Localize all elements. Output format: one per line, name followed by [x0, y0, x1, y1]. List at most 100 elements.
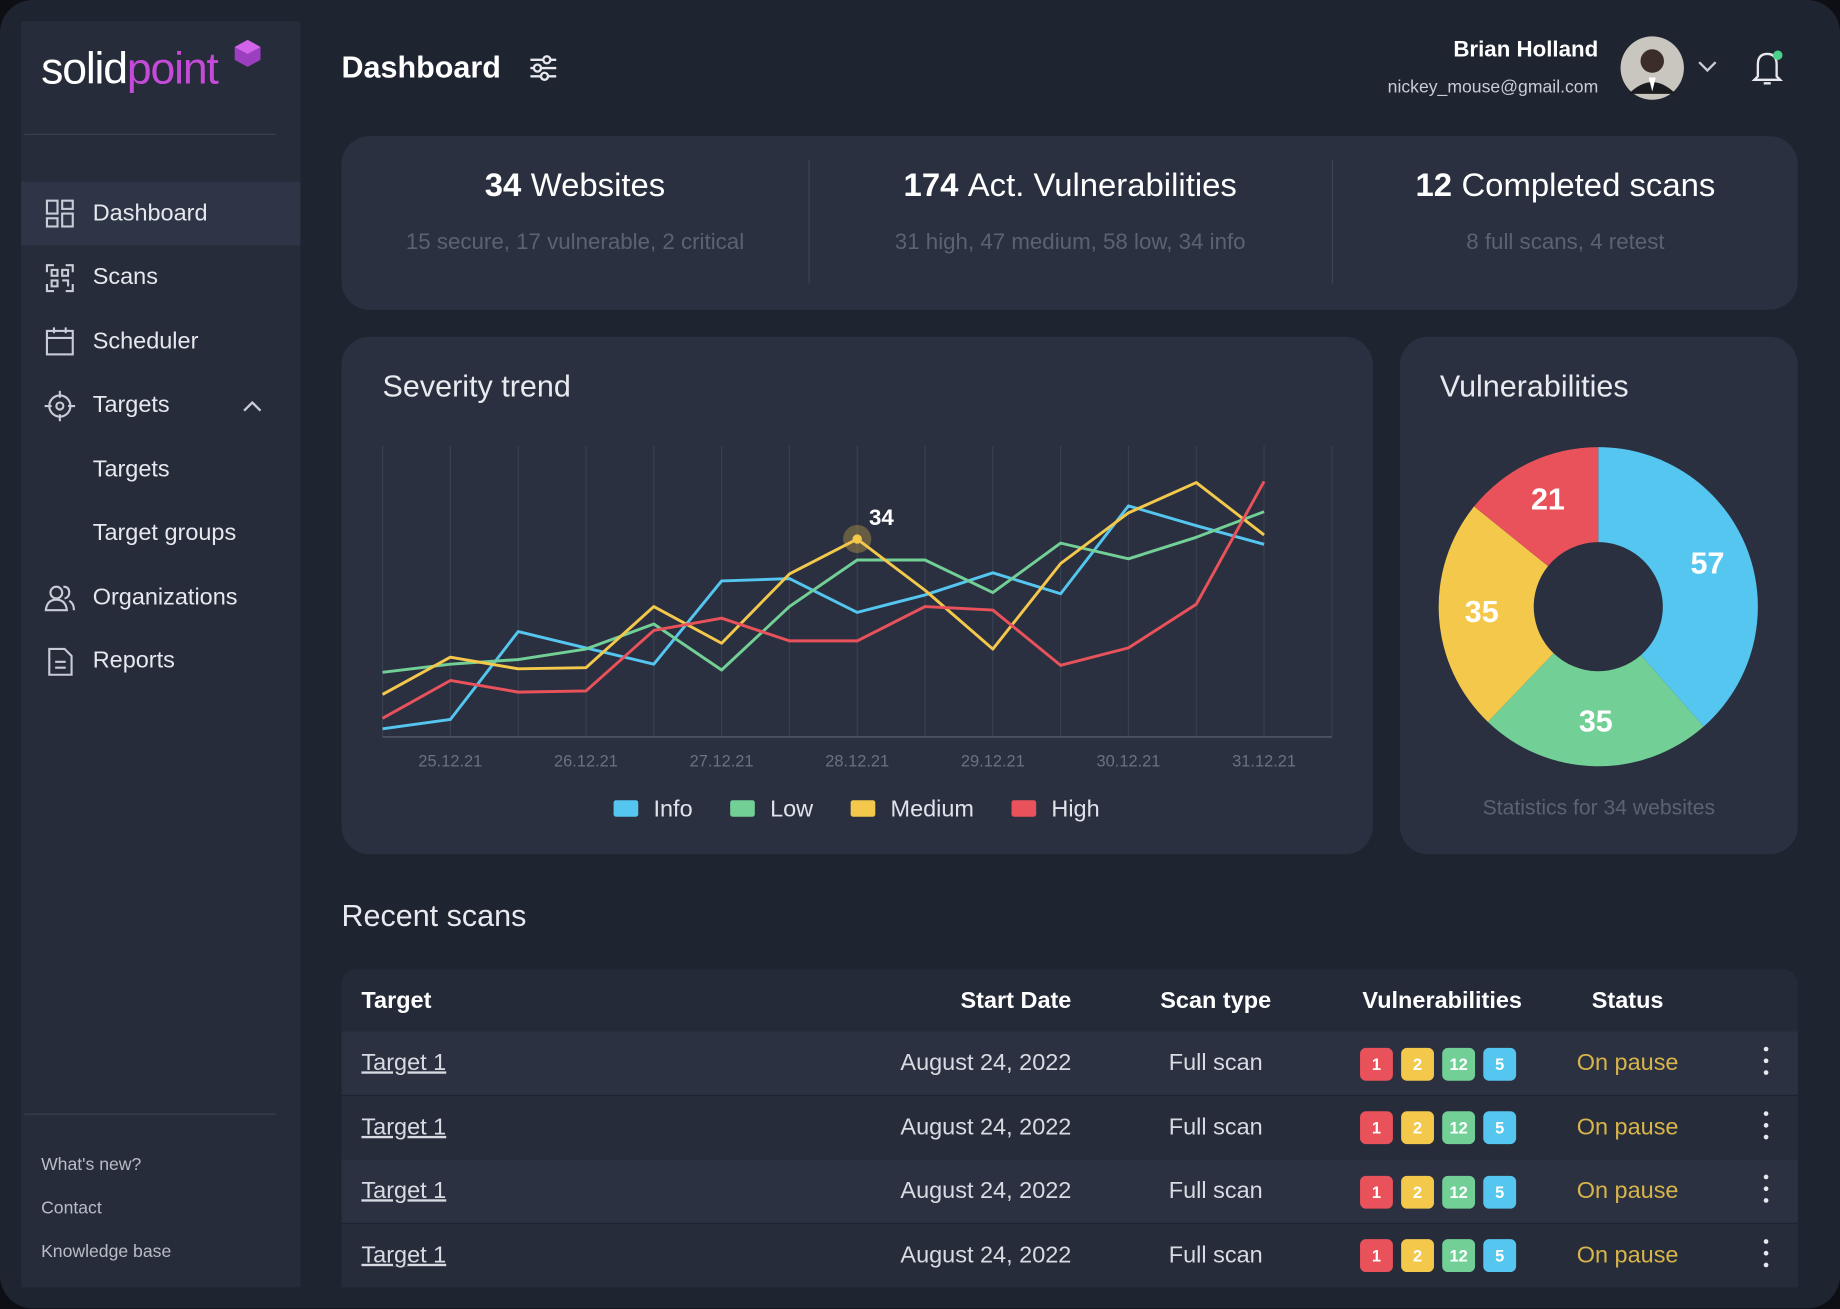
stats-card: [341, 136, 1798, 310]
legend-label: High: [1051, 796, 1099, 822]
badge: 5: [1483, 1111, 1517, 1145]
legend: Info Low Medium High: [613, 796, 1100, 822]
pie-slice: [1438, 506, 1554, 722]
nav-subitem[interactable]: Targets: [21, 438, 300, 501]
badge: 12: [1442, 1111, 1476, 1145]
status: On pause: [1576, 1050, 1679, 1077]
target-link[interactable]: Target 1: [361, 1114, 447, 1141]
line-series: [382, 510, 1265, 674]
nav-label: Dashboard: [92, 200, 208, 226]
table-header: Target Start Date Scan type Vulnerabilities…: [341, 969, 1798, 1033]
row-menu[interactable]: [1761, 1046, 1770, 1080]
legend-swatch: [1011, 800, 1037, 817]
dot: [1763, 1262, 1769, 1267]
logo-part: point: [126, 44, 219, 94]
stat: 34 Websites 15 secure, 17 vulnerable, 2 cr…: [340, 167, 809, 256]
column-header: Scan type: [1160, 988, 1272, 1014]
start-date: August 24, 2022: [900, 1050, 1072, 1077]
target-link[interactable]: Target 1: [361, 1178, 447, 1204]
chevron-down[interactable]: [1697, 59, 1718, 75]
row-menu[interactable]: [1761, 1238, 1770, 1272]
divider: [1331, 159, 1334, 284]
x-tick-label: 27.12.21: [690, 752, 754, 770]
divider: [24, 133, 276, 135]
badge: 5: [1483, 1175, 1517, 1209]
page-title: Dashboard: [341, 49, 501, 85]
nav-label: Targets: [92, 391, 170, 418]
legend-label: Low: [770, 796, 813, 822]
nav-label: Reports: [92, 647, 175, 674]
dot: [1763, 1250, 1769, 1256]
badge: 12: [1442, 1175, 1476, 1209]
pie-slice: [1598, 447, 1758, 727]
row-menu[interactable]: [1761, 1110, 1770, 1144]
footer-link[interactable]: Contact: [41, 1198, 102, 1219]
footer-link[interactable]: What's new?: [41, 1154, 142, 1175]
stat-detail: 31 high, 47 medium, 58 low, 34 info: [894, 230, 1246, 255]
legend-label: Info: [653, 796, 692, 822]
badge: 1: [1360, 1047, 1393, 1081]
slice-label: 35: [1465, 595, 1499, 629]
row-menu[interactable]: [1761, 1174, 1770, 1208]
x-tick-label: 31.12.21: [1232, 752, 1296, 770]
logo[interactable]: solidpoint: [41, 44, 219, 95]
chart-title: Vulnerabilities: [1439, 368, 1629, 404]
user-email: nickey_mouse@gmail.com: [1387, 77, 1599, 98]
chart-title: Severity trend: [382, 368, 571, 404]
nav-label: Target groups: [92, 519, 237, 546]
nav-label: Scheduler: [92, 327, 199, 354]
section-title: Recent scans: [341, 897, 527, 933]
nav-item[interactable]: Reports: [21, 630, 300, 693]
nav-label: Targets: [92, 455, 170, 482]
filter-icon[interactable]: [528, 54, 559, 82]
chevron-up[interactable]: [243, 400, 262, 412]
target-link[interactable]: Target 1: [361, 1050, 447, 1077]
badge: 1: [1360, 1111, 1393, 1145]
scan-type: Full scan: [1168, 1242, 1263, 1268]
dot: [1763, 1122, 1769, 1128]
x-tick-label: 28.12.21: [825, 752, 889, 770]
x-tick-label: 26.12.21: [554, 752, 618, 770]
dot: [1763, 1110, 1769, 1116]
bell-icon[interactable]: [1751, 47, 1786, 87]
dot: [1763, 1046, 1769, 1052]
column-header: Target: [361, 988, 432, 1014]
stat-title: 12 Completed scans: [1331, 167, 1800, 205]
nav-icon: [45, 327, 74, 356]
nav-item[interactable]: Scans: [21, 246, 300, 309]
badge: 1: [1360, 1239, 1393, 1273]
dot: [1763, 1070, 1769, 1075]
nav-icon: [44, 390, 76, 421]
stat-detail: 15 secure, 17 vulnerable, 2 critical: [405, 230, 745, 255]
stat: 174 Act. Vulnerabilities 31 high, 47 mediu…: [836, 167, 1305, 256]
start-date: August 24, 2022: [900, 1114, 1072, 1141]
nav-item[interactable]: Scheduler: [21, 310, 300, 373]
avatar[interactable]: [1619, 35, 1685, 101]
x-tick-label: 29.12.21: [961, 752, 1025, 770]
nav-item[interactable]: Organizations: [21, 566, 300, 629]
x-tick-label: 30.12.21: [1097, 752, 1161, 770]
point: [852, 534, 862, 544]
dot: [1763, 1174, 1769, 1180]
nav-item[interactable]: Targets: [21, 374, 300, 437]
slice-label: 57: [1691, 547, 1725, 581]
column-header: Status: [1591, 988, 1664, 1014]
nav-item[interactable]: Dashboard: [21, 181, 301, 246]
footer-link[interactable]: Knowledge base: [41, 1241, 172, 1262]
badge: 2: [1401, 1111, 1434, 1145]
start-date: August 24, 2022: [900, 1242, 1072, 1268]
stat-count: 34: [484, 166, 522, 204]
legend-label: Medium: [891, 796, 974, 822]
user-name: Brian Holland: [1453, 37, 1599, 63]
stat-count: 174: [903, 166, 959, 204]
nav-subitem[interactable]: Target groups: [21, 502, 300, 565]
slice-label: 35: [1579, 704, 1613, 738]
target-link[interactable]: Target 1: [361, 1242, 447, 1268]
nav-label: Scans: [92, 264, 158, 290]
line-series: [382, 504, 1265, 731]
nav-icon: [48, 647, 73, 676]
start-date: August 24, 2022: [900, 1178, 1072, 1204]
badge: 12: [1442, 1047, 1476, 1081]
stat-label: Websites: [530, 166, 666, 204]
